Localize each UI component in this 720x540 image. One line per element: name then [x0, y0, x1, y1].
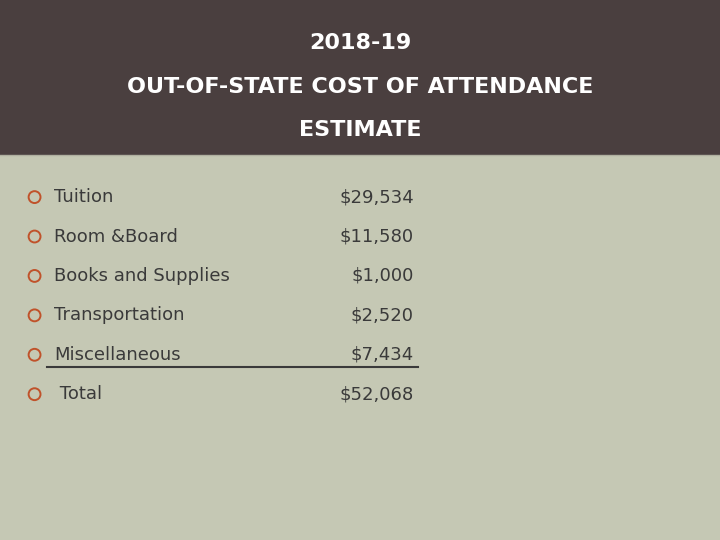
Text: $1,000: $1,000 [351, 267, 414, 285]
Text: Books and Supplies: Books and Supplies [54, 267, 230, 285]
Text: $2,520: $2,520 [351, 306, 414, 325]
Text: $29,534: $29,534 [339, 188, 414, 206]
Text: OUT-OF-STATE COST OF ATTENDANCE: OUT-OF-STATE COST OF ATTENDANCE [127, 77, 593, 97]
Text: $52,068: $52,068 [340, 385, 414, 403]
Text: Total: Total [54, 385, 102, 403]
Text: Transportation: Transportation [54, 306, 184, 325]
Text: $7,434: $7,434 [351, 346, 414, 364]
Text: ESTIMATE: ESTIMATE [299, 120, 421, 140]
Text: Room &Board: Room &Board [54, 227, 178, 246]
Text: 2018-19: 2018-19 [309, 33, 411, 53]
Text: $11,580: $11,580 [340, 227, 414, 246]
FancyBboxPatch shape [0, 0, 720, 155]
Text: Tuition: Tuition [54, 188, 113, 206]
Text: Miscellaneous: Miscellaneous [54, 346, 181, 364]
